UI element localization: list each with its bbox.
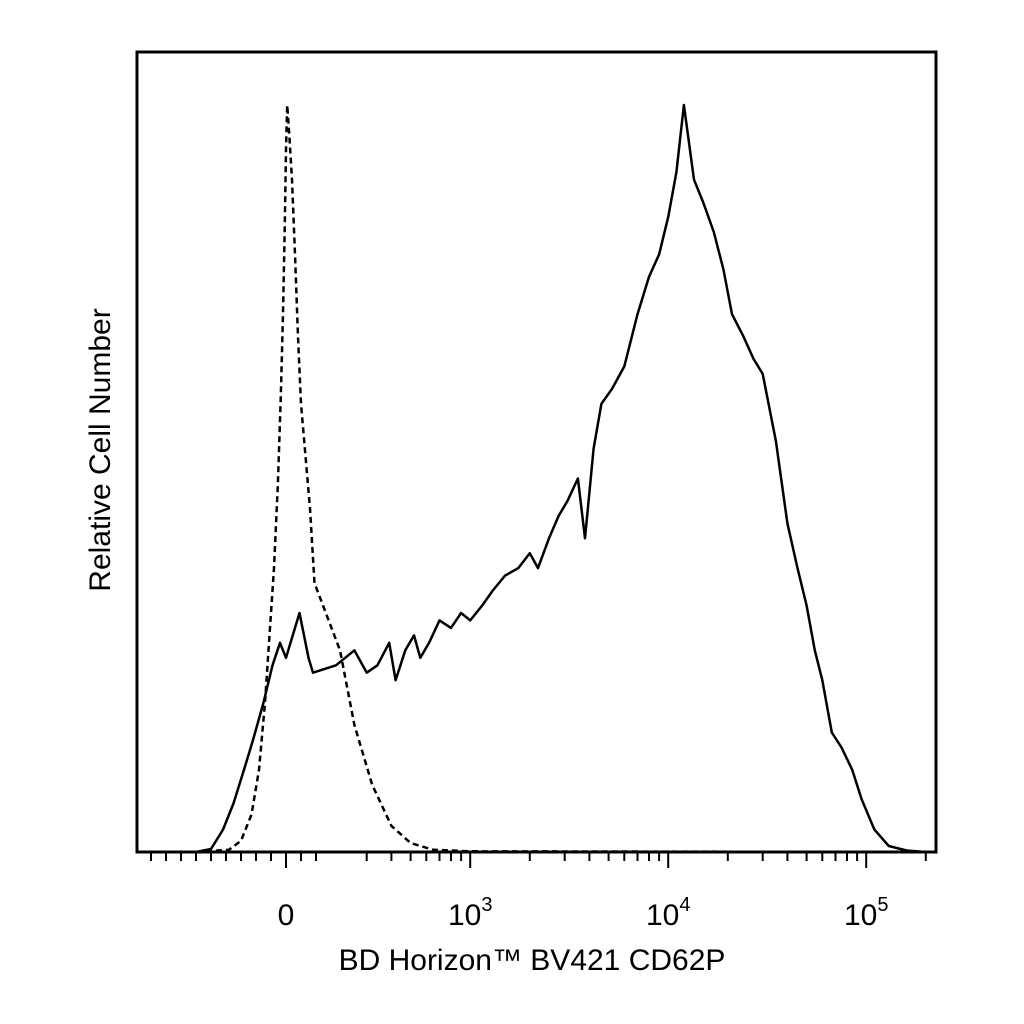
x-tick-label: 104 bbox=[646, 894, 691, 932]
x-axis-ticks bbox=[150, 852, 927, 868]
series-layer bbox=[195, 103, 926, 854]
plot-frame bbox=[135, 50, 938, 854]
x-tick-label: 0 bbox=[278, 899, 295, 932]
series-line-dashed bbox=[195, 103, 926, 854]
x-tick-label: 105 bbox=[844, 894, 889, 932]
x-tick-labels: 0 103 104 105 bbox=[278, 894, 889, 932]
series-line-solid bbox=[195, 103, 926, 854]
y-axis-label: Relative Cell Number bbox=[84, 308, 117, 591]
x-tick-label: 103 bbox=[448, 894, 493, 932]
x-axis-label: BD Horizon™ BV421 CD62P bbox=[339, 944, 726, 977]
